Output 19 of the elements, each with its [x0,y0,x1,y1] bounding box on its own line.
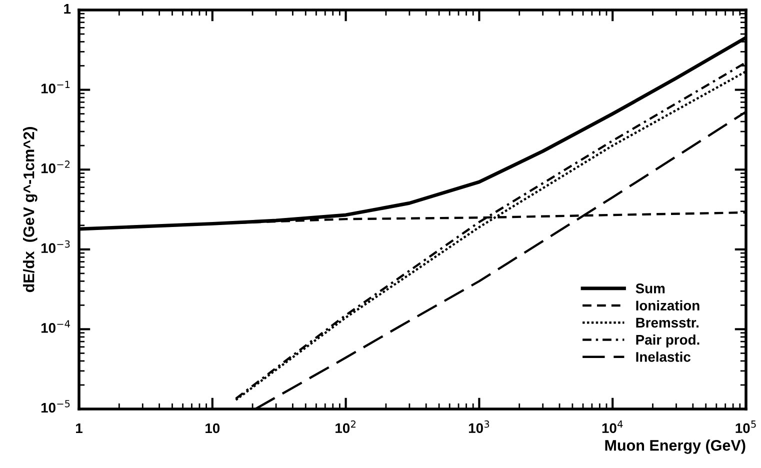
x-axis-title: Muon Energy (GeV) [605,440,746,454]
y-tick-label: 1 [64,4,71,14]
x-tick-label: 10$^{4}$ [602,420,623,434]
x-tick-label: 10$^{2}$ [336,420,356,434]
legend-label: Pair prod. [636,334,700,348]
legend-label: Sum [636,284,665,294]
y-tick-label: 10$^{−2}$ [41,160,70,174]
y-tick-label: 10$^{−5}$ [41,400,70,413]
y-tick-label: 10$^{−3}$ [41,240,70,254]
x-tick-label: 10$^{5}$ [736,420,756,434]
y-tick-label: 10$^{−4}$ [41,320,70,333]
y-tick-label: 10$^{−1}$ [41,80,70,94]
legend-label: Bremsstr. [636,318,698,328]
legend-label: Ionization [636,300,700,310]
x-tick-label: 1 [76,423,82,434]
legend-label: Inelastic [636,352,690,362]
x-tick-label: 10$^{3}$ [468,420,490,434]
x-tick-label: 10 [206,423,220,434]
y-axis-title: dE/dx (GeV g^-1cm^2) [23,127,38,292]
